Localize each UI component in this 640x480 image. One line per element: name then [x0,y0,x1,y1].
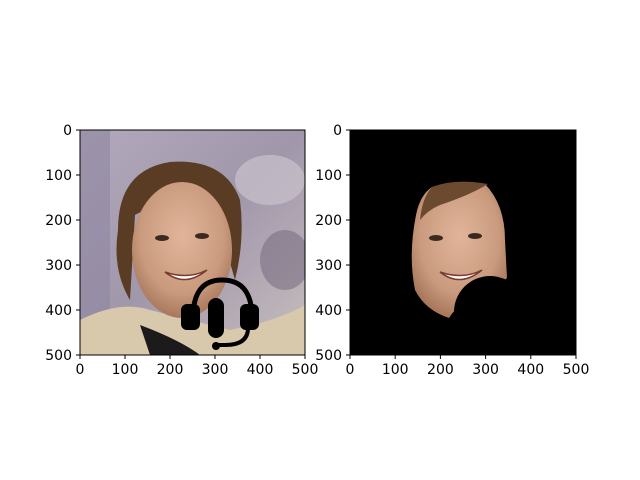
y-tick-label: 100 [315,168,342,184]
photo-panel [80,130,305,355]
backdrop-shape [235,155,305,205]
x-tick-label: 100 [382,362,409,378]
x-tick-label: 400 [247,362,274,378]
eye [155,235,169,241]
x-tick-label: 200 [427,362,454,378]
x-tick-label: 400 [517,362,544,378]
y-tick-label: 400 [315,303,342,319]
x-tick-label: 300 [472,362,499,378]
shirt [140,325,200,355]
x-tick-label: 500 [563,362,590,378]
eye [429,235,443,241]
y-tick-label: 300 [315,258,342,274]
y-tick-label: 0 [333,123,342,139]
x-tick-label: 100 [112,362,139,378]
x-tick-label: 200 [157,362,184,378]
occlusion-region [454,276,526,348]
y-tick-label: 500 [45,348,72,364]
face [132,182,232,318]
y-tick-label: 100 [45,168,72,184]
x-tick-label: 500 [292,362,319,378]
mouth [164,269,208,281]
backdrop-shape [260,230,305,290]
x-tick-label: 0 [346,362,355,378]
y-tick-label: 400 [45,303,72,319]
eye [468,233,482,239]
photo-axes-frame [79,129,306,356]
x-tick-label: 0 [76,362,85,378]
mouth [439,269,483,281]
y-tick-label: 200 [315,213,342,229]
x-tick-label: 300 [202,362,229,378]
mask-panel [350,130,576,355]
eye [195,233,209,239]
y-tick-label: 0 [63,123,72,139]
y-tick-label: 500 [315,348,342,364]
masked-hair-edge [420,181,488,220]
headset-icon [181,277,259,350]
y-tick-label: 300 [45,258,72,274]
y-tick-label: 200 [45,213,72,229]
mask-axes-frame [349,129,577,356]
